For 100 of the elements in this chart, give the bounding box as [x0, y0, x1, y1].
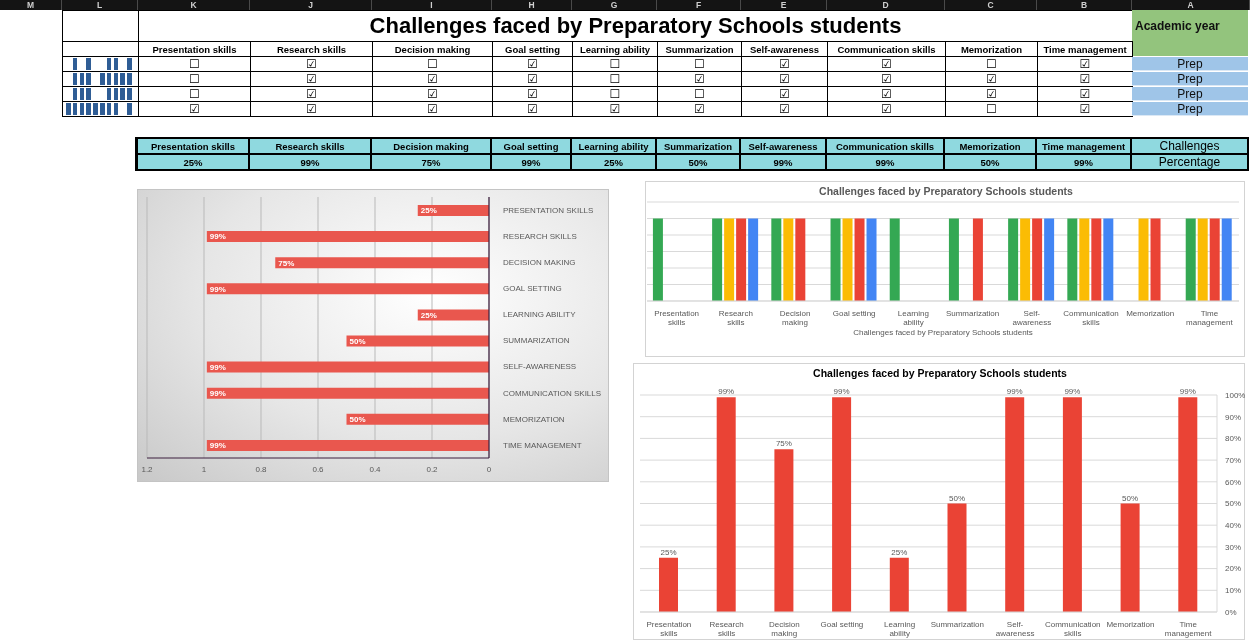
y-tick-label: RESEARCH SKILLS — [503, 231, 577, 241]
bar — [206, 439, 489, 451]
data-label: 25% — [420, 206, 437, 216]
x-tick-label: 0.6 — [312, 464, 325, 474]
text: ☑ — [189, 102, 200, 116]
chart-title: Challenges faced by Preparatory Schools students — [812, 367, 1068, 379]
y-tick-label: 100% — [1225, 390, 1246, 400]
y-tick-label: GOAL SETTING — [503, 284, 562, 294]
text: ☐ — [609, 72, 621, 86]
text: 50% — [688, 156, 708, 168]
y-tick-label: 10% — [1225, 586, 1242, 596]
x-tick-label: Decision making — [768, 620, 800, 638]
data-label: 99% — [209, 362, 226, 372]
y-tick-label: SELF-AWARENESS — [503, 362, 577, 372]
category-label: G — [572, 0, 657, 10]
category-label: Memorization — [945, 41, 1038, 57]
x-tick-label: Communication skills — [1063, 309, 1119, 327]
text: Challenges faced by Preparatory Schools students — [138, 10, 1133, 42]
data-label: 50% — [349, 336, 366, 346]
y-tick-label: COMMUNICATION SKILLS — [503, 388, 602, 398]
text: ☑ — [306, 57, 317, 71]
y-tick-label: TIME MANAGEMENT — [503, 440, 582, 450]
x-tick-label: 0.4 — [369, 464, 382, 474]
text: ☑ — [1079, 72, 1091, 86]
category-label: Decision making — [372, 41, 493, 57]
x-tick-label: 0.2 — [426, 464, 439, 474]
y-tick-label: 20% — [1225, 564, 1242, 574]
data-label: 25% — [420, 310, 437, 320]
text: ☑ — [527, 102, 538, 116]
text: ☐ — [189, 72, 200, 86]
category-label: I — [372, 0, 492, 10]
category-label: Presentation skills — [138, 41, 251, 57]
category-label: H — [492, 0, 572, 10]
text: ☑ — [1079, 57, 1091, 71]
bar — [1120, 503, 1140, 612]
data-label: 99% — [833, 387, 850, 397]
text: ☑ — [609, 102, 621, 116]
text: ☐ — [427, 57, 438, 71]
data-label: 50% — [349, 415, 366, 425]
category-label: J — [250, 0, 372, 10]
x-tick-label: 0 — [486, 464, 492, 474]
text: ☑ — [694, 102, 705, 116]
text: ☑ — [779, 72, 790, 86]
text: 25% — [183, 156, 203, 168]
text: Academic year — [1134, 17, 1221, 35]
category-label: Memorization — [945, 139, 1035, 153]
text: ☑ — [986, 87, 997, 101]
text: ☐ — [609, 87, 621, 101]
data-label: 75% — [278, 258, 295, 268]
text: ☐ — [694, 57, 705, 71]
y-tick-label: 40% — [1225, 521, 1242, 531]
data-label: 99% — [1006, 387, 1023, 397]
text: ☑ — [779, 87, 790, 101]
category-label: Learning ability — [572, 41, 658, 57]
bar — [346, 413, 489, 425]
y-tick-label: PRESENTATION SKILLS — [503, 205, 594, 215]
text: ☑ — [779, 57, 790, 71]
bar — [889, 557, 909, 612]
text: ☑ — [306, 87, 317, 101]
data-label: 99% — [718, 387, 735, 397]
y-tick-label: LEARNING ABILITY — [503, 310, 577, 320]
bar — [1062, 397, 1082, 612]
category-label: Summarization — [657, 41, 742, 57]
text: ☑ — [1079, 87, 1091, 101]
category-label: Prep — [1177, 101, 1203, 116]
y-tick-label: 50% — [1225, 499, 1242, 509]
data-label: 99% — [1064, 387, 1081, 397]
data-label: 50% — [1122, 493, 1139, 503]
category-label: Self-awareness — [741, 139, 825, 153]
category-label: Summarization — [657, 139, 739, 153]
bar — [1178, 397, 1198, 612]
text: 99% — [773, 156, 793, 168]
y-tick-label: SUMMARIZATION — [503, 336, 570, 346]
text: ☐ — [609, 57, 621, 71]
category-label: Communication skills — [827, 139, 943, 153]
category-label: M — [0, 0, 62, 10]
text: ☐ — [986, 57, 997, 71]
text: ☑ — [427, 72, 438, 86]
bar — [206, 283, 489, 295]
bar — [716, 397, 736, 612]
text: 99% — [521, 156, 541, 168]
category-label: F — [657, 0, 741, 10]
data-label: 25% — [660, 547, 677, 557]
bar — [206, 387, 489, 399]
category-label: Research skills — [250, 41, 373, 57]
x-axis-title: Challenges faced by Preparatory Schools students — [853, 328, 1033, 337]
text: 50% — [980, 156, 1000, 168]
x-tick-label: Self-awareness — [995, 620, 1035, 638]
x-tick-label: Time management — [1164, 620, 1213, 638]
category-label: Goal setting — [492, 139, 570, 153]
text: ☑ — [527, 87, 538, 101]
text: 75% — [421, 156, 441, 168]
x-tick-label: 0.8 — [255, 464, 268, 474]
x-tick-label: Decision making — [779, 309, 811, 327]
text: Challenges — [1132, 139, 1247, 153]
data-label: 25% — [891, 547, 908, 557]
y-tick-label: MEMORIZATION — [503, 414, 565, 424]
x-tick-label: Summarization — [945, 309, 1000, 319]
x-tick-label: Summarization — [930, 620, 985, 630]
category-label: D — [827, 0, 945, 10]
